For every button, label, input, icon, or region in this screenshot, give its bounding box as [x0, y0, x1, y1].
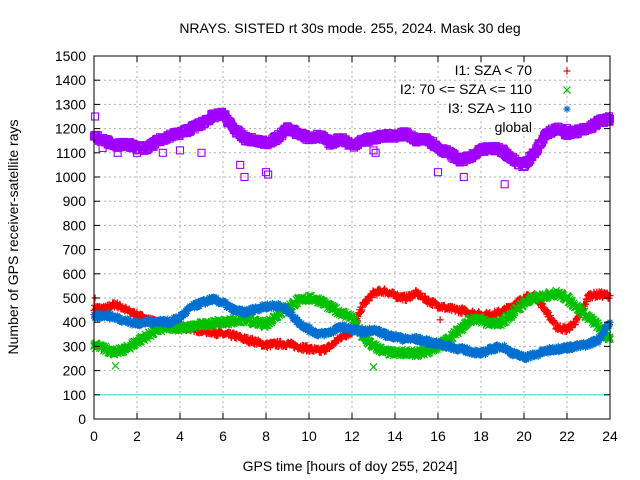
y-tick-label: 800	[63, 217, 87, 233]
data-point	[91, 112, 100, 121]
data-point	[459, 172, 468, 182]
y-tick-label: 700	[63, 242, 87, 258]
legend-label: I2: 70 <= SZA <= 110	[400, 81, 532, 97]
y-tick-label: 500	[63, 290, 87, 306]
y-tick-label: 0	[78, 411, 86, 427]
x-tick-label: 2	[133, 428, 141, 444]
y-tick-label: 1400	[55, 72, 86, 88]
legend: I1: SZA < 70 I2: 70 <= SZA <= 110 I3: SZA …	[397, 62, 572, 136]
grid-lines	[94, 56, 610, 419]
y-tick-label: 1300	[55, 96, 86, 112]
x-tick-label: 4	[176, 428, 184, 444]
y-tick-label: 1000	[55, 169, 86, 185]
legend-label: I3: SZA > 110	[448, 100, 532, 116]
legend-marker	[563, 105, 571, 113]
data-point	[500, 180, 509, 189]
y-tick-label: 900	[63, 193, 87, 209]
outliers	[111, 361, 378, 371]
x-tick-label: 12	[344, 428, 360, 444]
chart-title: NRAYS. SISTED rt 30s mode. 255, 2024. Ma…	[179, 20, 520, 36]
y-tick-label: 100	[63, 387, 87, 403]
x-tick-label: 6	[219, 428, 227, 444]
y-axis-label: Number of GPS receiver-satellite rays	[5, 120, 21, 355]
data-points	[89, 107, 615, 371]
x-tick-label: 8	[262, 428, 270, 444]
data-point	[369, 363, 378, 371]
legend-label: global	[495, 119, 532, 135]
legend-label: I1: SZA < 70	[455, 62, 533, 78]
y-tick-label: 400	[63, 314, 87, 330]
data-point	[236, 160, 245, 169]
x-tick-label: 22	[559, 428, 575, 444]
x-tick-label: 18	[473, 428, 489, 444]
legend-marker	[563, 67, 571, 75]
y-tick-label: 300	[63, 338, 87, 354]
y-tick-label: 600	[63, 266, 87, 282]
x-tick-label: 14	[387, 428, 403, 444]
x-axis-label: GPS time [hours of doy 255, 2024]	[243, 458, 458, 474]
x-tick-label: 0	[90, 428, 98, 444]
y-tick-label: 200	[63, 363, 87, 379]
x-tick-label: 24	[602, 428, 618, 444]
x-tick-label: 10	[301, 428, 317, 444]
y-tick-label: 1200	[55, 121, 86, 137]
y-tick-label: 1100	[56, 145, 86, 161]
y-tick-label: 1500	[55, 48, 86, 64]
x-tick-label: 16	[430, 428, 446, 444]
data-point	[111, 361, 120, 370]
x-tick-label: 20	[516, 428, 532, 444]
